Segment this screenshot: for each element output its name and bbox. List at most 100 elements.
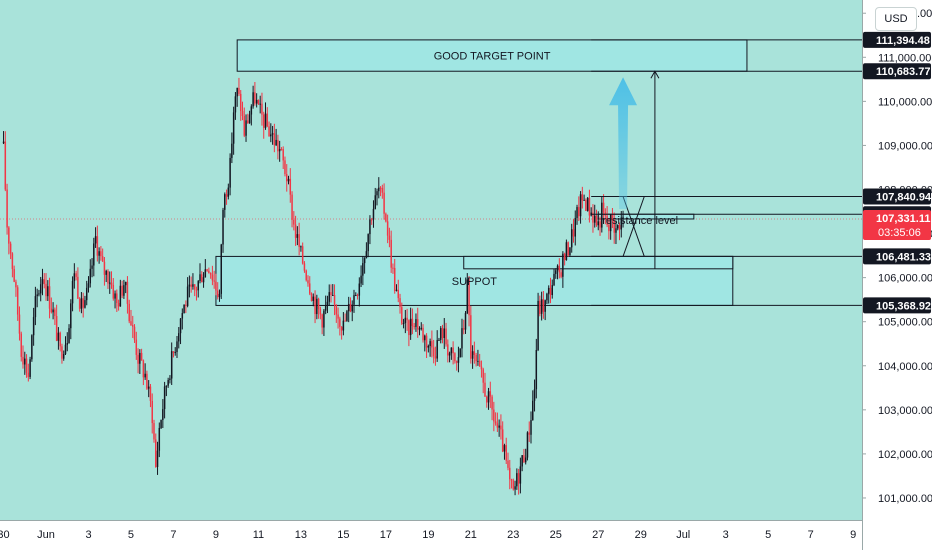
candle-body bbox=[146, 373, 148, 389]
candle-body bbox=[172, 351, 175, 353]
candle-body bbox=[342, 320, 345, 331]
candle-body bbox=[432, 347, 435, 357]
candle-body bbox=[4, 141, 7, 190]
candle-body bbox=[66, 343, 69, 345]
candle-body bbox=[16, 287, 19, 315]
candle-body bbox=[438, 339, 440, 341]
candle-body bbox=[427, 346, 430, 348]
candle-body bbox=[36, 294, 38, 297]
candle-body bbox=[560, 272, 562, 277]
candle-body bbox=[510, 479, 513, 481]
candle-body bbox=[500, 425, 502, 430]
candle-body bbox=[452, 347, 454, 354]
price-countdown: 03:35:06 bbox=[878, 227, 921, 239]
candle-body bbox=[556, 265, 559, 271]
candle-body bbox=[558, 265, 561, 273]
price-label-bg-5 bbox=[863, 248, 931, 265]
candle-body bbox=[225, 194, 228, 197]
candle-body bbox=[218, 293, 221, 298]
candle-body bbox=[181, 313, 184, 319]
x-tick-label: 7 bbox=[808, 529, 814, 541]
candle-body bbox=[439, 328, 442, 340]
candle-body bbox=[321, 314, 323, 328]
candle-body bbox=[179, 318, 182, 334]
candle-body bbox=[98, 251, 100, 256]
candle-body bbox=[266, 113, 269, 127]
candle-body bbox=[482, 369, 484, 383]
candle-body bbox=[142, 360, 145, 378]
currency-button[interactable]: USD bbox=[875, 7, 917, 31]
x-tick-label: 21 bbox=[465, 529, 477, 541]
candle-body bbox=[277, 139, 279, 152]
y-tick-label: 110,000.00 bbox=[878, 96, 932, 108]
candle-body bbox=[128, 303, 130, 322]
candle-body bbox=[300, 246, 302, 248]
candle-body bbox=[339, 318, 341, 327]
candle-body bbox=[562, 253, 564, 277]
candle-body bbox=[578, 207, 580, 217]
candle-body bbox=[257, 99, 260, 105]
candle-body bbox=[103, 261, 106, 275]
candle-body bbox=[314, 296, 316, 315]
candle-body bbox=[478, 360, 481, 367]
candle-body bbox=[454, 353, 456, 362]
candle-body bbox=[620, 217, 623, 230]
price-label-0: 111,394.48 bbox=[876, 35, 930, 47]
candle-body bbox=[156, 450, 159, 467]
candle-body bbox=[583, 199, 585, 201]
price-label-bg-2 bbox=[863, 188, 931, 205]
candle-body bbox=[553, 273, 555, 286]
candle-body bbox=[601, 202, 603, 228]
candle-body bbox=[239, 93, 242, 112]
candle-body bbox=[222, 209, 224, 245]
candle-body bbox=[77, 276, 79, 299]
x-tick-label: 3 bbox=[723, 529, 729, 541]
candle-body bbox=[190, 284, 192, 287]
candle-body bbox=[362, 263, 364, 276]
candle-body bbox=[293, 219, 295, 225]
candle-body bbox=[84, 300, 86, 308]
candle-body bbox=[227, 187, 230, 197]
candle-body bbox=[140, 352, 143, 361]
candle-body bbox=[85, 287, 88, 301]
candle-body bbox=[358, 283, 361, 296]
candle-body bbox=[70, 303, 72, 329]
candle-body bbox=[615, 228, 617, 233]
candle-body bbox=[273, 133, 276, 146]
candle-body bbox=[170, 351, 173, 379]
candle-body bbox=[540, 299, 543, 314]
candle-body bbox=[388, 235, 391, 240]
candle-body bbox=[294, 224, 297, 238]
candle-body bbox=[243, 116, 246, 136]
candle-body bbox=[31, 335, 33, 360]
candle-body bbox=[234, 96, 237, 113]
candle-body bbox=[533, 389, 536, 401]
candle-body bbox=[503, 445, 506, 452]
candle-body bbox=[475, 355, 477, 362]
candle-body bbox=[278, 149, 281, 152]
price-label-6: 105,368.92 bbox=[876, 300, 931, 312]
candle-body bbox=[351, 304, 353, 312]
candle-body bbox=[8, 227, 10, 244]
candle-body bbox=[126, 281, 129, 304]
candle-body bbox=[264, 113, 267, 128]
candle-body bbox=[344, 320, 346, 322]
zone-label-3: resistance level bbox=[602, 215, 678, 227]
candle-body bbox=[512, 480, 515, 490]
candle-body bbox=[324, 305, 327, 311]
candle-body bbox=[399, 298, 401, 308]
candle-body bbox=[241, 111, 244, 117]
candle-body bbox=[41, 279, 44, 285]
candle-body bbox=[216, 290, 219, 298]
zone-label-1: SUPPOT bbox=[452, 276, 498, 288]
candle-body bbox=[542, 299, 545, 312]
x-tick-label: 19 bbox=[422, 529, 434, 541]
candle-body bbox=[20, 333, 22, 357]
candle-body bbox=[32, 317, 35, 336]
candle-body bbox=[611, 214, 614, 221]
candle-body bbox=[151, 400, 153, 424]
candle-body bbox=[80, 298, 83, 309]
zone-box-0 bbox=[236, 39, 748, 72]
candle-body bbox=[202, 277, 205, 283]
